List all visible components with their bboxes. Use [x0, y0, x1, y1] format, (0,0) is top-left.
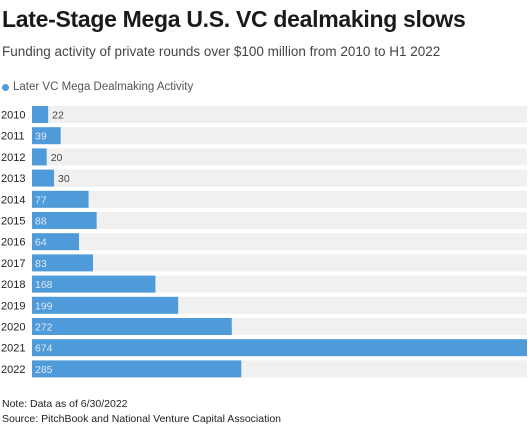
bar-track — [32, 106, 527, 123]
legend-swatch — [2, 83, 9, 91]
category-label-2014: 2014 — [1, 194, 25, 206]
category-label-2012: 2012 — [1, 152, 25, 164]
data-label-2017: 83 — [35, 258, 47, 270]
chart-title: Late-Stage Mega U.S. VC dealmaking slows — [2, 6, 466, 32]
bar-track — [32, 169, 527, 187]
category-label-2013: 2013 — [1, 173, 25, 185]
bar-2021 — [32, 339, 527, 357]
bar-2016 — [32, 233, 80, 251]
bar-2015 — [32, 212, 97, 229]
bar-2012 — [32, 148, 47, 166]
legend: Later VC Mega Dealmaking Activity — [2, 81, 193, 93]
bar-track — [32, 127, 527, 145]
data-label-2013: 30 — [58, 173, 70, 185]
bar-2010 — [32, 106, 49, 123]
data-label-2019: 199 — [35, 300, 53, 312]
category-label-2015: 2015 — [1, 216, 25, 228]
data-label-2016: 64 — [35, 237, 47, 249]
data-label-2022: 285 — [35, 364, 53, 376]
bar-track — [32, 148, 527, 166]
bar-2013 — [32, 169, 55, 187]
bar-2019 — [32, 296, 179, 314]
category-label-2017: 2017 — [1, 258, 25, 270]
data-label-2014: 77 — [35, 194, 47, 206]
bar-2017 — [32, 254, 93, 272]
bar-2011 — [32, 127, 61, 145]
data-label-2015: 88 — [35, 216, 47, 228]
chart-subtitle: Funding activity of private rounds over … — [2, 44, 441, 59]
data-label-2010: 22 — [52, 110, 64, 122]
bar-track — [32, 233, 527, 251]
category-label-2010: 2010 — [1, 110, 25, 122]
bar-track — [32, 254, 527, 272]
data-label-2021: 674 — [35, 343, 53, 355]
bar-track — [32, 212, 527, 229]
footnote: Note: Data as of 6/30/2022 — [2, 398, 128, 410]
source-note: Source: PitchBook and National Venture C… — [2, 413, 282, 425]
data-label-2012: 20 — [51, 152, 63, 164]
category-label-2021: 2021 — [1, 343, 25, 355]
data-label-2018: 168 — [35, 279, 53, 291]
category-label-2011: 2011 — [1, 131, 25, 143]
bar-2018 — [32, 275, 156, 293]
data-label-2011: 39 — [35, 131, 47, 143]
category-label-2020: 2020 — [1, 322, 25, 334]
category-label-2022: 2022 — [1, 364, 25, 376]
category-label-2016: 2016 — [1, 237, 25, 249]
data-label-2020: 272 — [35, 322, 53, 334]
bar-2022 — [32, 360, 242, 378]
legend-label: Later VC Mega Dealmaking Activity — [13, 81, 194, 93]
bar-chart: 2010 22 2011 39 2012 20 2013 30 2014 77 2015 88 2016… — [1, 106, 527, 378]
bar-track — [32, 275, 527, 293]
bar-2020 — [32, 318, 232, 335]
category-label-2018: 2018 — [1, 279, 25, 291]
bar-2014 — [32, 190, 89, 208]
bar-track — [32, 190, 527, 208]
category-label-2019: 2019 — [1, 300, 25, 312]
